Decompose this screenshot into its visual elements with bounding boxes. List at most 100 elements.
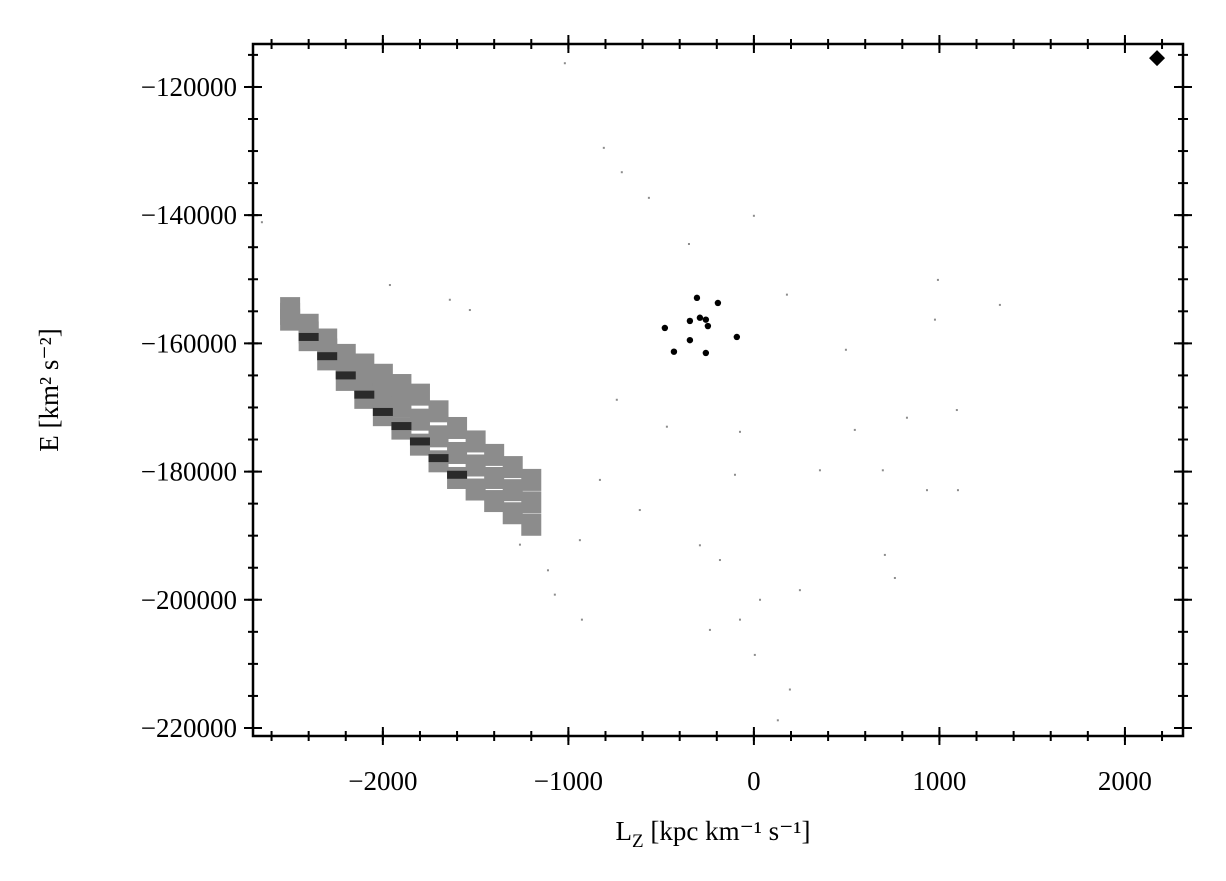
- sparse-point: [785, 293, 788, 296]
- cluster-point: [702, 349, 710, 357]
- density-edge: [447, 470, 468, 479]
- cluster-point: [693, 294, 701, 302]
- y-tick-label: −160000: [141, 328, 237, 358]
- density-cell: [335, 343, 356, 366]
- x-tick-label: 0: [747, 766, 761, 796]
- sparse-point: [388, 284, 391, 287]
- density-cell: [354, 370, 375, 393]
- density-cell: [484, 466, 505, 489]
- density-cell: [298, 313, 319, 336]
- density-edge: [391, 422, 412, 431]
- sparse-point: [563, 62, 566, 65]
- sparse-point: [598, 478, 601, 481]
- cluster-point: [686, 317, 694, 325]
- sparse-point: [752, 214, 755, 217]
- density-cell: [521, 468, 542, 491]
- density-cell: [317, 328, 338, 351]
- y-tick-label: −120000: [141, 72, 237, 102]
- density-edge: [335, 371, 356, 380]
- cluster-point: [696, 314, 704, 321]
- density-cell: [428, 400, 449, 423]
- density-edge: [317, 352, 338, 361]
- density-cell: [409, 383, 430, 406]
- density-cell: [391, 374, 412, 397]
- plot-marks: [260, 50, 1166, 722]
- density-cell: [465, 430, 486, 453]
- y-tick-label: −220000: [141, 713, 237, 743]
- diamond-marker: [1149, 50, 1166, 67]
- x-axis-label: LZ [kpc km⁻¹ s⁻¹]: [615, 816, 810, 852]
- sparse-point: [936, 278, 939, 281]
- plot-frame: [251, 42, 1185, 738]
- density-cell: [447, 416, 468, 439]
- sparse-point: [448, 298, 451, 301]
- cluster-point: [670, 348, 678, 355]
- density-cell: [428, 425, 449, 448]
- density-cell: [372, 383, 393, 406]
- sparse-point: [905, 416, 908, 419]
- sparse-point: [665, 425, 668, 428]
- x-tick-label: −1000: [534, 766, 603, 796]
- y-tick-label: −180000: [141, 457, 237, 487]
- sparse-point: [818, 469, 821, 472]
- sparse-point: [759, 598, 762, 601]
- x-label-sub: Z: [632, 831, 644, 852]
- sparse-point: [733, 473, 736, 476]
- sparse-point: [708, 628, 711, 631]
- density-edge: [354, 390, 375, 399]
- sparse-point: [893, 576, 896, 579]
- sparse-point: [546, 569, 549, 572]
- y-tick-label: −200000: [141, 585, 237, 615]
- x-label-main: L: [615, 816, 632, 846]
- sparse-point: [647, 196, 650, 199]
- y-axis-label: E [km² s⁻²]: [34, 328, 64, 451]
- sparse-point: [738, 618, 741, 621]
- density-cell: [484, 443, 505, 466]
- sparse-point: [881, 469, 884, 472]
- sparse-point: [687, 243, 690, 246]
- density-edge: [298, 332, 319, 341]
- sparse-point: [798, 589, 801, 592]
- density-cell: [409, 408, 430, 431]
- density-cell: [502, 502, 523, 525]
- sparse-point: [998, 303, 1001, 306]
- cluster-point: [686, 336, 694, 344]
- density-cell: [372, 363, 393, 386]
- density-cell: [447, 441, 468, 464]
- density-edge: [372, 407, 393, 416]
- sparse-point: [698, 544, 701, 547]
- sparse-point: [788, 688, 791, 691]
- cluster-point: [704, 322, 712, 330]
- x-tick-label: −2000: [348, 766, 417, 796]
- sparse-point: [738, 430, 741, 433]
- sparse-point: [553, 593, 556, 596]
- x-label-rest: [kpc km⁻¹ s⁻¹]: [644, 816, 811, 846]
- sparse-point: [718, 559, 721, 562]
- sparse-point: [853, 428, 856, 431]
- density-cell: [521, 491, 542, 514]
- sparse-point: [260, 221, 263, 224]
- density-cell: [502, 479, 523, 502]
- sparse-point: [776, 719, 779, 722]
- density-cell: [280, 297, 301, 320]
- x-tick-label: 1000: [912, 766, 966, 796]
- density-cell: [354, 353, 375, 376]
- x-tick-label: 2000: [1098, 766, 1152, 796]
- density-cell: [391, 395, 412, 418]
- sparse-point: [753, 653, 756, 656]
- sparse-point: [925, 489, 928, 492]
- cluster-point: [702, 316, 710, 323]
- sparse-point: [638, 509, 641, 512]
- sparse-point: [580, 618, 583, 621]
- density-cell: [484, 490, 505, 513]
- sparse-point: [518, 543, 521, 546]
- sparse-point: [955, 409, 958, 412]
- cluster-point: [733, 333, 741, 341]
- density-edge: [409, 437, 430, 446]
- sparse-point: [602, 146, 605, 149]
- cluster-point: [714, 299, 722, 307]
- density-cell: [521, 513, 542, 536]
- sparse-point: [933, 318, 936, 321]
- y-tick-label: −140000: [141, 200, 237, 230]
- sparse-point: [615, 398, 618, 401]
